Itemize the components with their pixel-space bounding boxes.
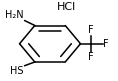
Text: H₂N: H₂N bbox=[5, 10, 24, 20]
Text: F: F bbox=[88, 25, 94, 35]
Text: HS: HS bbox=[10, 66, 24, 76]
Text: F: F bbox=[88, 52, 94, 62]
Text: F: F bbox=[103, 39, 109, 49]
Text: HCl: HCl bbox=[57, 2, 76, 12]
